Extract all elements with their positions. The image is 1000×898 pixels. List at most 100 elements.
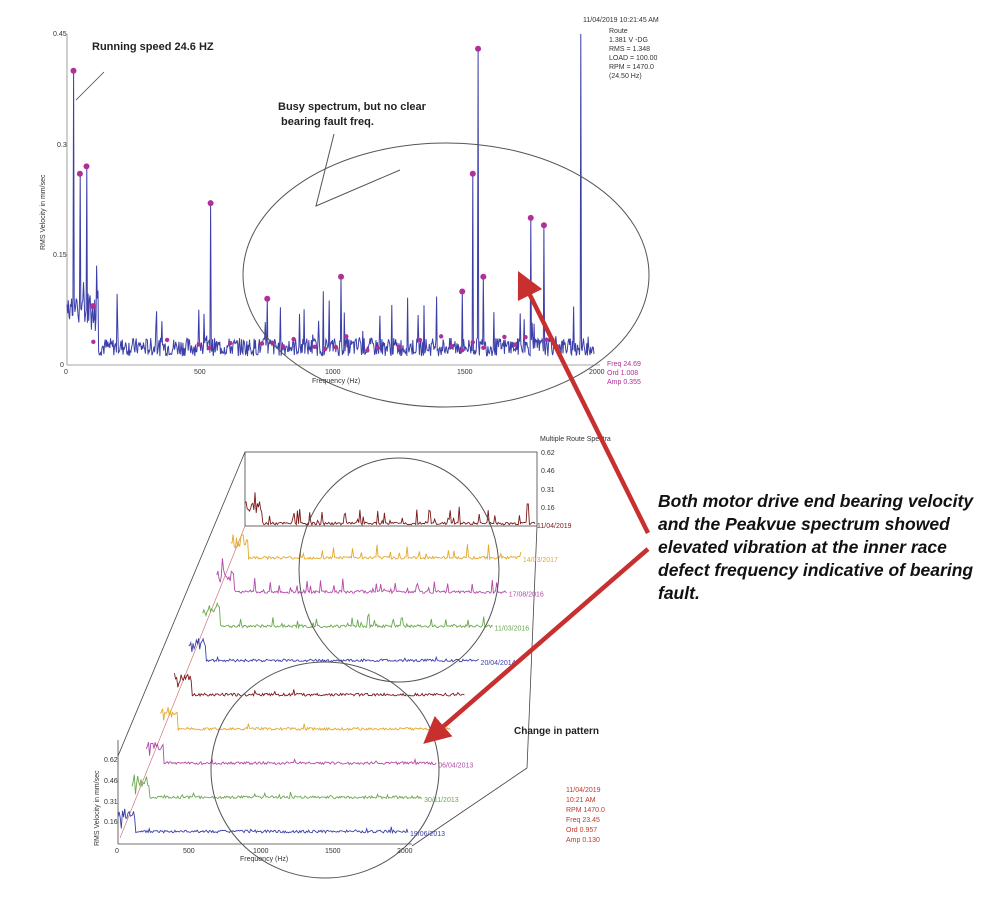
waterfall-xtick: 500 (183, 848, 195, 855)
waterfall-trace (117, 808, 409, 835)
busy-callout-pointer (315, 133, 401, 207)
top-info-line: RPM = 1470.0 (609, 64, 654, 71)
peak-marker (89, 303, 96, 310)
waterfall-x-axis-label: Frequency (Hz) (240, 856, 288, 863)
front-ytick: 0.62 (104, 757, 118, 764)
busy-annotation-line1: Busy spectrum, but no clear (278, 101, 427, 113)
top-info-line: LOAD = 100.00 (609, 55, 658, 62)
top-ytick-045: 0.45 (53, 31, 67, 38)
waterfall-y-axis-label: RMS Velocity in mm/sec (94, 770, 101, 846)
top-ytick-015: 0.15 (53, 252, 67, 259)
back-ytick: 0.16 (541, 505, 555, 512)
waterfall-date-label: 11/03/2016 (495, 626, 530, 633)
peak-marker (76, 170, 83, 177)
floor-marker (91, 339, 96, 345)
recent-spectra-ellipse (298, 457, 500, 683)
waterfall-trace (244, 492, 536, 527)
top-spectrum-trace (66, 33, 595, 357)
peak-marker (338, 273, 345, 280)
floor-marker (259, 341, 265, 346)
peak-marker (480, 273, 487, 280)
back-ytick: 0.46 (541, 468, 555, 475)
floor-marker (228, 340, 233, 346)
floor-marker (396, 344, 402, 350)
top-cursor-readout: Freq 24.69 Ord 1.008 Amp 0.355 (607, 361, 641, 386)
front-ytick: 0.46 (104, 778, 118, 785)
top-x-axis-label: Frequency (Hz) (312, 378, 360, 385)
waterfall-readout-line: 10:21 AM (566, 797, 596, 804)
top-info-line: Route (609, 28, 628, 35)
peak-marker (527, 214, 534, 221)
top-peak-markers (70, 45, 560, 353)
waterfall-readout-line: Freq 23.45 (566, 817, 600, 824)
top-readout-amp: Amp 0.355 (607, 379, 641, 386)
waterfall-date-label: 17/08/2016 (509, 591, 544, 598)
waterfall-xtick: 1500 (325, 848, 341, 855)
waterfall-diagonal (119, 525, 246, 839)
waterfall-trace (145, 741, 437, 766)
top-xtick-1000: 1000 (325, 369, 341, 376)
top-xtick-0: 0 (64, 369, 68, 376)
waterfall-bottom-right-edge (411, 767, 528, 847)
floor-marker (417, 338, 423, 343)
waterfall-readout-line: Ord 0.957 (566, 827, 597, 834)
floor-marker (207, 345, 212, 351)
top-xtick-500: 500 (194, 369, 206, 376)
peak-marker (207, 200, 214, 207)
arrow-to-waterfall (423, 547, 650, 744)
top-xtick-1500: 1500 (457, 369, 473, 376)
floor-marker (365, 348, 370, 353)
top-readout-ord: Ord 1.008 (607, 370, 638, 377)
top-info-line: (24.50 Hz) (609, 73, 642, 80)
floor-marker (523, 335, 528, 340)
waterfall-trace (131, 774, 423, 800)
older-spectra-ellipse (210, 661, 440, 879)
waterfall-trace (216, 558, 507, 595)
peak-marker (475, 45, 482, 52)
floor-marker (512, 342, 518, 347)
floor-marker (323, 346, 328, 352)
top-ytick-03: 0.3 (57, 142, 67, 149)
waterfall-title: Multiple Route Spectra (540, 436, 611, 443)
waterfall-date-label: 14/03/2017 (523, 557, 558, 564)
floor-marker (196, 342, 201, 347)
back-ytick: 0.31 (541, 487, 555, 494)
floor-marker (438, 334, 444, 339)
waterfall-back-panel (244, 451, 538, 527)
waterfall-trace (202, 602, 493, 630)
top-spectrum-chart: 0.45 0.3 0.15 0 0 500 1000 1500 2000 Fre… (40, 17, 659, 408)
top-info-line: 1.381 V -DG (609, 37, 648, 44)
peak-marker (469, 170, 476, 177)
running-speed-annotation: Running speed 24.6 HZ (92, 41, 214, 53)
floor-marker (344, 334, 349, 339)
floor-marker (280, 344, 286, 349)
top-info-line: RMS = 1.348 (609, 46, 650, 53)
floor-marker (312, 344, 317, 349)
top-xtick-2000: 2000 (589, 369, 605, 376)
waterfall-readout: 11/04/2019 10:21 AM RPM 1470.0 Freq 23.4… (566, 787, 605, 844)
waterfall-chart: Multiple Route Spectra 0.62 0.46 0.31 0.… (94, 436, 611, 879)
peak-marker (540, 222, 547, 229)
waterfall-xtick: 0 (115, 848, 119, 855)
waterfall-readout-line: RPM 1470.0 (566, 807, 605, 814)
waterfall-date-label: 30/11/2013 (424, 797, 459, 804)
waterfall-date-label: 20/04/2014 (481, 660, 516, 667)
peak-marker (70, 67, 77, 74)
change-in-pattern-annotation: Change in pattern (514, 726, 599, 737)
top-y-axis-label: RMS Velocity in mm/sec (40, 174, 47, 250)
waterfall-xtick: 1000 (253, 848, 269, 855)
busy-region-ellipse (242, 142, 650, 408)
waterfall-trace (230, 534, 522, 561)
waterfall-trace (173, 673, 465, 698)
floor-marker (502, 334, 507, 340)
floor-marker (291, 336, 296, 342)
waterfall-readout-line: Amp 0.130 (566, 837, 600, 844)
floor-marker (449, 343, 454, 349)
top-readout-freq: Freq 24.69 (607, 361, 641, 368)
waterfall-date-label: 19/06/2013 (410, 831, 445, 838)
waterfall-date-label: 06/04/2013 (438, 763, 473, 770)
floor-marker (544, 337, 549, 342)
waterfall-trace (159, 707, 451, 732)
explanatory-caption: Both motor drive end bearing velocity an… (658, 491, 974, 603)
